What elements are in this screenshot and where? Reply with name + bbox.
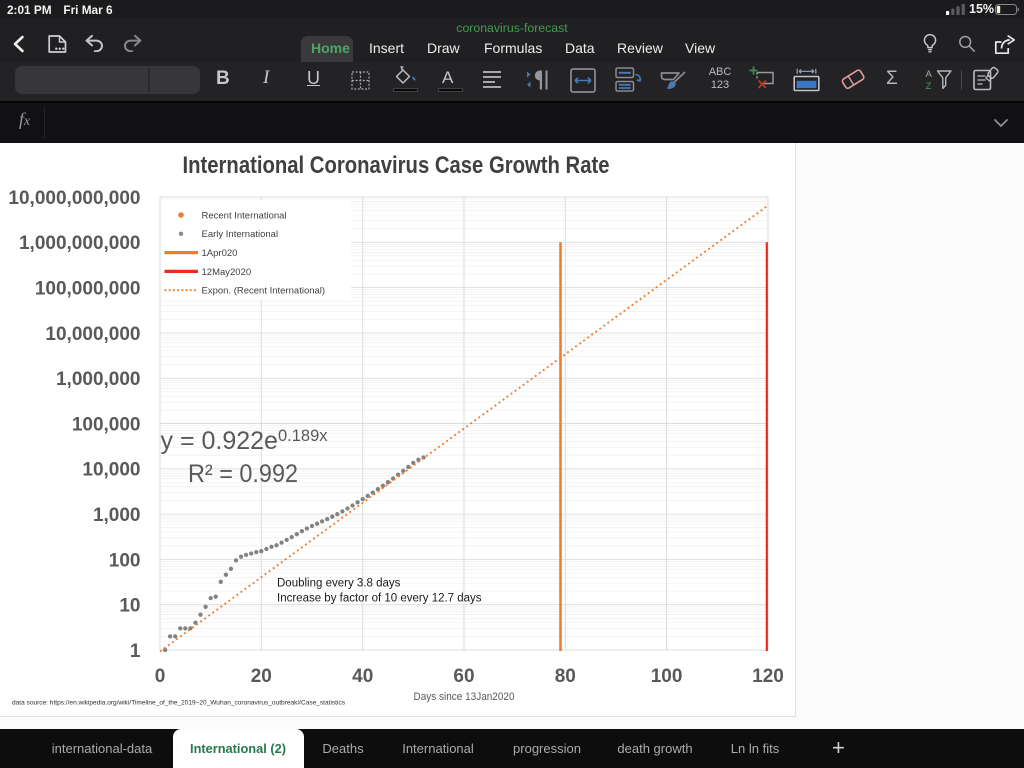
svg-text:20: 20 (251, 666, 272, 687)
svg-text:0: 0 (155, 666, 166, 687)
svg-text:100,000,000: 100,000,000 (35, 279, 141, 300)
svg-text:Expon. (Recent International): Expon. (Recent International) (202, 286, 326, 297)
svg-text:Doubling every 3.8 days: Doubling every 3.8 days (277, 578, 401, 590)
svg-text:10,000,000,000: 10,000,000,000 (8, 188, 140, 209)
svg-text:1Apr020: 1Apr020 (202, 248, 238, 259)
svg-text:40: 40 (352, 666, 373, 687)
svg-text:Increase by factor of 10 every: Increase by factor of 10 every 12.7 days (277, 593, 482, 605)
svg-text:y = 0.922e0.189x: y = 0.922e0.189x (161, 427, 329, 455)
svg-text:1: 1 (130, 641, 141, 662)
svg-text:10: 10 (119, 596, 140, 617)
svg-text:data source: https://en.wikipe: data source: https://en.wikipedia.org/wi… (12, 700, 346, 707)
svg-text:Days since 13Jan2020: Days since 13Jan2020 (414, 691, 515, 703)
svg-text:Recent International: Recent International (202, 210, 287, 221)
svg-text:1,000: 1,000 (93, 505, 141, 526)
svg-text:60: 60 (453, 666, 474, 687)
svg-text:R² = 0.992: R² = 0.992 (188, 460, 298, 488)
svg-text:A: A (926, 69, 933, 80)
svg-text:10,000,000: 10,000,000 (45, 324, 140, 345)
svg-text:100: 100 (651, 666, 683, 687)
svg-text:12May2020: 12May2020 (202, 267, 252, 278)
svg-text:80: 80 (555, 666, 576, 687)
svg-text:International Coronavirus Case: International Coronavirus Case Growth Ra… (183, 152, 610, 179)
svg-text:120: 120 (752, 666, 784, 687)
svg-text:Z: Z (926, 81, 932, 92)
svg-text:1,000,000,000: 1,000,000,000 (19, 233, 141, 254)
svg-text:100: 100 (109, 550, 141, 571)
svg-text:100,000: 100,000 (72, 414, 141, 435)
svg-text:Early International: Early International (202, 229, 279, 240)
svg-text:1,000,000: 1,000,000 (56, 369, 141, 390)
svg-text:10,000: 10,000 (82, 460, 140, 481)
